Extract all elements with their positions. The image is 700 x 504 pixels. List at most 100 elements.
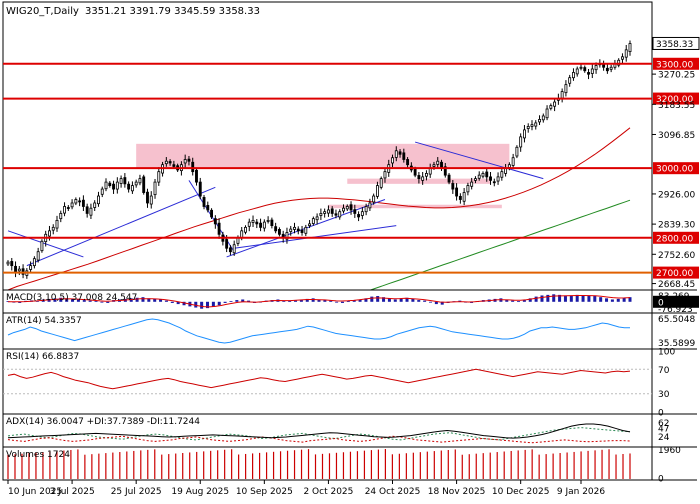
macd-hist-bar — [76, 299, 80, 302]
candle-body — [66, 207, 70, 209]
candle-body — [202, 197, 206, 207]
macd-hist-bar — [552, 294, 556, 302]
candle-body — [383, 171, 387, 179]
x-tick-label: 9 Jan 2026 — [557, 487, 605, 497]
macd-hist-bar — [153, 298, 157, 302]
candle-body — [621, 56, 624, 60]
candle-body — [368, 202, 372, 209]
candle-body — [462, 192, 466, 202]
macd-hist-bar — [610, 299, 614, 302]
candle-body — [330, 208, 334, 214]
candle-body — [210, 209, 214, 218]
price-tick-label: 2752.60 — [658, 251, 695, 261]
candle-body — [32, 258, 36, 267]
macd-hist-bar — [599, 297, 603, 302]
adx-tick-label: 24 — [658, 433, 670, 443]
candle-body — [63, 206, 66, 214]
level-label: 3300.00 — [656, 60, 693, 70]
macd-hist-bar — [94, 301, 98, 303]
level-label: 3000.00 — [656, 165, 693, 175]
candle-body — [485, 171, 489, 178]
candle-body — [85, 206, 89, 214]
macd-hist-bar — [434, 301, 438, 305]
candle-body — [372, 195, 376, 203]
candle-body — [360, 211, 364, 216]
candle-body — [474, 178, 477, 181]
x-tick-label: 24 Oct 2025 — [365, 487, 421, 497]
candle-body — [97, 195, 100, 205]
candle-body — [345, 206, 349, 210]
candle-body — [398, 151, 402, 155]
level-label: 2800.00 — [656, 234, 693, 244]
macd-hist-bar — [88, 300, 92, 302]
candle-body — [78, 200, 82, 203]
macd-hist-bar — [540, 295, 544, 302]
candle-body — [375, 185, 379, 197]
macd-hist-bar — [405, 297, 409, 302]
macd-hist-bar — [247, 300, 251, 302]
macd-hist-bar — [211, 301, 215, 307]
candle-body — [583, 67, 587, 72]
candle-body — [285, 232, 289, 240]
candle-body — [515, 146, 519, 157]
candle-body — [59, 213, 63, 220]
macd-hist-bar — [294, 300, 298, 302]
candle-body — [590, 68, 594, 74]
moving-averages-layer — [7, 127, 631, 291]
candle-body — [308, 223, 312, 227]
macd-hist-bar — [329, 300, 333, 302]
ma-green-line — [370, 199, 631, 291]
macd-hist-bar — [194, 301, 198, 308]
candle-body — [481, 173, 485, 177]
macd-hist-bar — [423, 300, 427, 302]
macd-hist-bar — [141, 297, 145, 302]
plot-frame — [2, 1, 653, 481]
candle-body — [225, 239, 229, 249]
zone-rect — [136, 143, 510, 169]
candle-body — [334, 213, 338, 216]
candle-body — [605, 67, 609, 72]
macd-hist-bar — [522, 300, 526, 302]
candle-body — [534, 122, 538, 127]
candle-body — [530, 124, 534, 127]
macd-tick-label: 83.269 — [658, 292, 690, 302]
candle-body — [319, 213, 323, 216]
candle-body — [142, 176, 146, 193]
candle-body — [466, 185, 470, 193]
macd-hist-bar — [399, 298, 403, 302]
macd-hist-bar — [417, 300, 421, 302]
candle-body — [628, 43, 632, 52]
macd-hist-bar — [440, 301, 444, 305]
candle-body — [48, 230, 51, 237]
macd-hist-bar — [305, 298, 309, 302]
candle-body — [112, 183, 115, 190]
candle-body — [455, 187, 459, 197]
macd-hist-bar — [176, 301, 180, 305]
macd-hist-bar — [65, 298, 69, 302]
candle-body — [315, 216, 319, 221]
trendline — [26, 186, 216, 267]
rsi-tick-label: 30 — [658, 390, 670, 400]
candle-body — [538, 119, 541, 123]
candle-body — [149, 195, 153, 205]
candle-body — [81, 199, 85, 207]
candle-body — [119, 178, 123, 184]
candle-body — [311, 218, 315, 224]
candle-body — [270, 219, 274, 227]
candle-body — [560, 91, 564, 99]
candle-body — [274, 226, 278, 232]
macd-hist-bar — [182, 301, 186, 306]
macd-zero-bg — [653, 295, 699, 308]
candle-body — [289, 228, 293, 232]
candle-body — [447, 174, 451, 183]
candle-body — [323, 211, 327, 214]
macd-hist-bar — [569, 295, 573, 302]
macd-hist-bar — [335, 301, 339, 303]
macd-hist-bar — [358, 299, 362, 302]
candle-body — [424, 173, 428, 177]
candle-body — [443, 166, 447, 176]
ma-red-line — [7, 127, 631, 291]
candle-body — [10, 261, 14, 267]
